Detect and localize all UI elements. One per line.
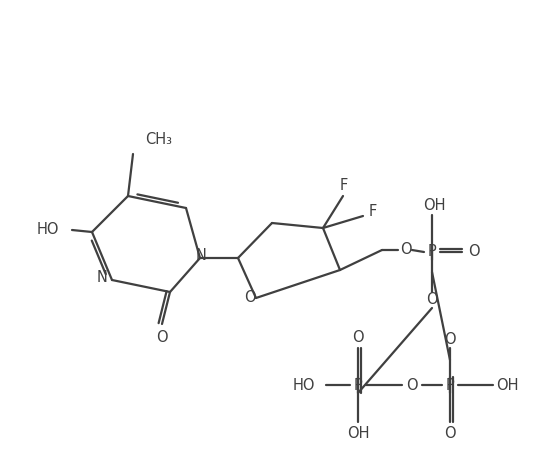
- Text: F: F: [369, 204, 377, 219]
- Text: F: F: [340, 178, 348, 193]
- Text: O: O: [400, 243, 412, 257]
- Text: O: O: [444, 333, 456, 348]
- Text: N: N: [97, 271, 107, 286]
- Text: O: O: [426, 292, 438, 307]
- Text: P: P: [354, 377, 362, 393]
- Text: O: O: [444, 426, 456, 440]
- Text: HO: HO: [37, 222, 59, 237]
- Text: O: O: [468, 245, 480, 260]
- Text: P: P: [428, 245, 436, 260]
- Text: O: O: [406, 377, 418, 393]
- Text: HO: HO: [293, 377, 315, 393]
- Text: P: P: [446, 377, 454, 393]
- Text: O: O: [352, 330, 364, 344]
- Text: O: O: [244, 289, 256, 305]
- Text: CH₃: CH₃: [145, 132, 172, 148]
- Text: N: N: [196, 248, 206, 263]
- Text: OH: OH: [346, 426, 369, 440]
- Text: OH: OH: [496, 377, 518, 393]
- Text: O: O: [156, 330, 168, 344]
- Text: OH: OH: [423, 198, 446, 212]
